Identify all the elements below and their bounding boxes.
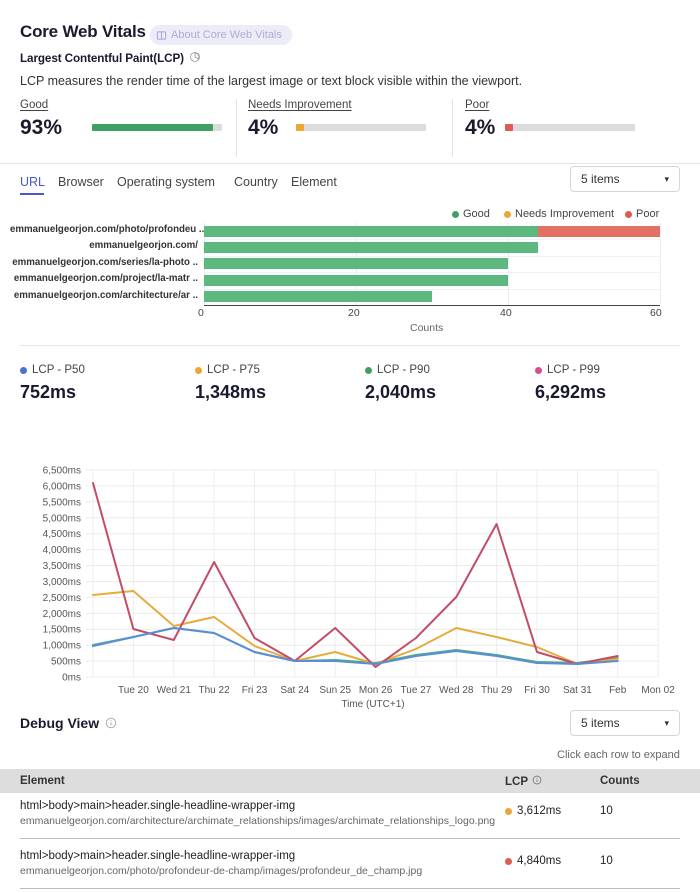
svg-text:2,500ms: 2,500ms bbox=[43, 593, 81, 604]
svg-text:4,500ms: 4,500ms bbox=[43, 529, 81, 540]
svg-text:Mon 02: Mon 02 bbox=[641, 685, 675, 696]
svg-text:Wed 28: Wed 28 bbox=[439, 685, 474, 696]
svg-text:Thu 29: Thu 29 bbox=[481, 685, 513, 696]
svg-text:3,000ms: 3,000ms bbox=[43, 577, 81, 588]
svg-text:2,000ms: 2,000ms bbox=[43, 609, 81, 620]
svg-text:1,500ms: 1,500ms bbox=[43, 625, 81, 636]
svg-text:3,500ms: 3,500ms bbox=[43, 561, 81, 572]
svg-text:5,500ms: 5,500ms bbox=[43, 497, 81, 508]
svg-text:Wed 21: Wed 21 bbox=[157, 685, 192, 696]
svg-text:Feb: Feb bbox=[609, 685, 627, 696]
svg-text:Sat 31: Sat 31 bbox=[563, 685, 592, 696]
svg-text:Mon 26: Mon 26 bbox=[359, 685, 393, 696]
svg-text:Tue 27: Tue 27 bbox=[401, 685, 432, 696]
svg-text:Time (UTC+1): Time (UTC+1) bbox=[341, 699, 404, 710]
svg-text:0ms: 0ms bbox=[62, 673, 81, 684]
svg-text:6,500ms: 6,500ms bbox=[43, 466, 81, 477]
svg-text:1,000ms: 1,000ms bbox=[43, 641, 81, 652]
svg-text:4,000ms: 4,000ms bbox=[43, 545, 81, 556]
svg-text:Sun 25: Sun 25 bbox=[319, 685, 351, 696]
svg-text:6,000ms: 6,000ms bbox=[43, 481, 81, 492]
svg-text:Fri 30: Fri 30 bbox=[524, 685, 550, 696]
svg-text:Thu 22: Thu 22 bbox=[199, 685, 231, 696]
svg-text:5,000ms: 5,000ms bbox=[43, 513, 81, 524]
svg-text:500ms: 500ms bbox=[51, 657, 81, 668]
svg-text:Fri 23: Fri 23 bbox=[242, 685, 268, 696]
svg-text:Sat 24: Sat 24 bbox=[280, 685, 309, 696]
svg-text:Tue 20: Tue 20 bbox=[118, 685, 149, 696]
